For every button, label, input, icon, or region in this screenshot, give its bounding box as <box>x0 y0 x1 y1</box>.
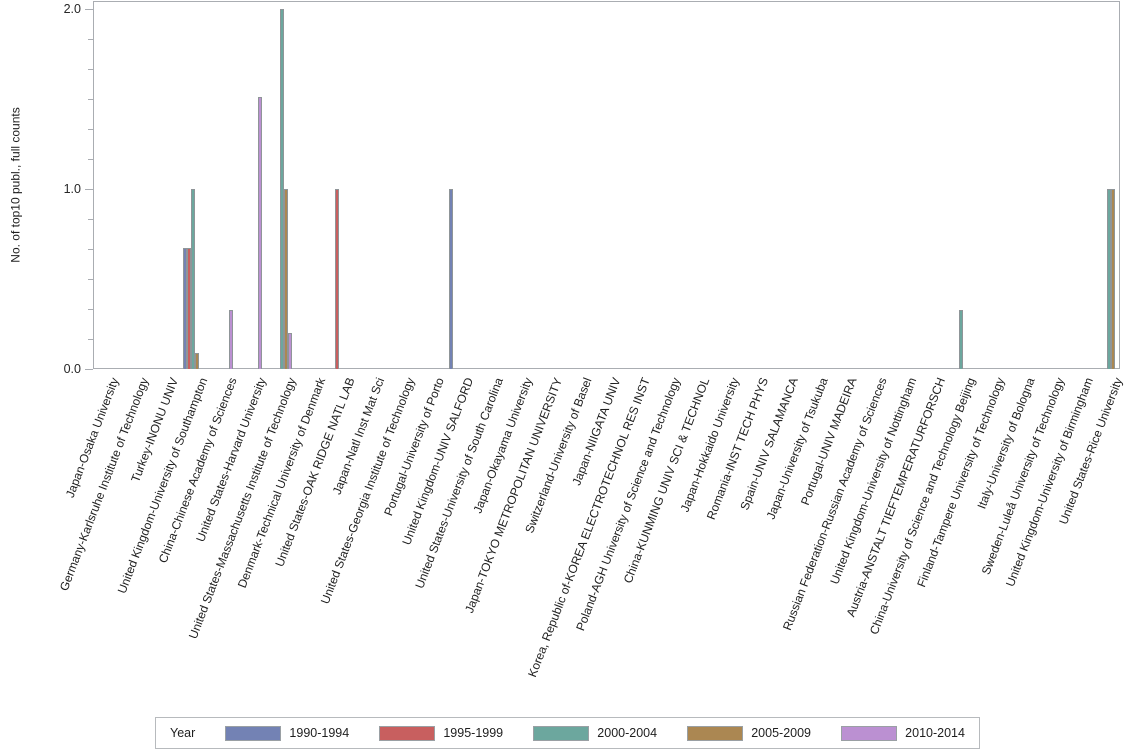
legend-item: 2010-2014 <box>841 725 965 741</box>
bar <box>1106 189 1111 369</box>
y-major-tick <box>85 369 93 370</box>
y-minor-tick <box>88 339 93 340</box>
y-major-tick <box>85 189 93 190</box>
legend-swatch <box>687 725 744 741</box>
y-axis-title: No. of top10 publ., full counts <box>8 0 24 369</box>
y-tick-label: 2.0 <box>63 2 81 16</box>
legend-item: 1995-1999 <box>379 725 504 741</box>
bar <box>258 97 263 369</box>
y-minor-tick <box>88 69 93 70</box>
legend-item: 2005-2009 <box>687 725 812 741</box>
legend-item-label: 2010-2014 <box>905 726 965 740</box>
y-axis-title-text: No. of top10 publ., full counts <box>9 106 23 263</box>
legend-swatch <box>533 725 590 741</box>
bar <box>958 310 963 369</box>
bar <box>334 189 339 369</box>
bar <box>187 248 192 369</box>
legend-item-label: 1995-1999 <box>443 726 504 740</box>
y-minor-tick <box>88 39 93 40</box>
legend-item-label: 2000-2004 <box>597 726 658 740</box>
y-tick-label: 1.0 <box>63 182 81 196</box>
bar <box>448 189 453 369</box>
bar <box>1110 189 1115 369</box>
y-minor-tick <box>88 99 93 100</box>
legend-item: 1990-1994 <box>225 725 350 741</box>
bar <box>183 248 188 369</box>
y-minor-tick <box>88 309 93 310</box>
x-axis-label: Japan-Osaka University <box>62 375 122 500</box>
y-major-tick <box>85 9 93 10</box>
y-tick-label: 0.0 <box>63 362 81 376</box>
legend-swatch <box>841 725 898 741</box>
bar <box>279 9 284 369</box>
bar <box>283 189 288 369</box>
y-minor-tick <box>88 159 93 160</box>
y-minor-tick <box>88 219 93 220</box>
legend-swatch <box>225 725 282 741</box>
y-minor-tick <box>88 129 93 130</box>
y-minor-tick <box>88 279 93 280</box>
plot-area <box>93 1 1120 369</box>
bar <box>228 310 233 369</box>
y-minor-tick <box>88 249 93 250</box>
legend-item-label: 2005-2009 <box>751 726 812 740</box>
bar <box>191 189 196 369</box>
legend: Year 1990-1994 1995-1999 2000-2004 2005-200… <box>155 717 980 749</box>
bar <box>195 353 200 369</box>
legend-item-label: 1990-1994 <box>289 726 350 740</box>
legend-item: 2000-2004 <box>533 725 658 741</box>
legend-swatch <box>379 725 436 741</box>
legend-title: Year <box>170 726 196 740</box>
bar <box>287 333 292 369</box>
